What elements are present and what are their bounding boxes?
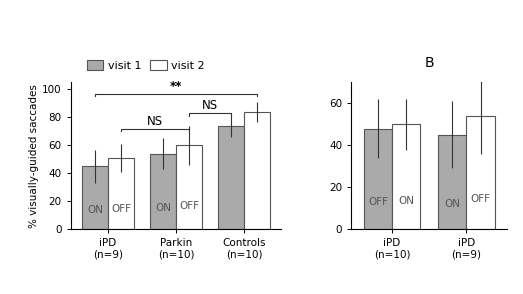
Bar	[467, 116, 495, 229]
Text: NS: NS	[147, 115, 163, 128]
Y-axis label: % visually-guided saccades: % visually-guided saccades	[29, 84, 39, 228]
Bar	[108, 158, 134, 229]
Text: B: B	[425, 56, 434, 70]
Bar	[176, 145, 202, 229]
Bar	[438, 135, 467, 229]
Text: ON: ON	[398, 196, 414, 206]
Bar	[392, 124, 420, 229]
Text: OFF: OFF	[471, 194, 491, 204]
Legend: visit 1, visit 2: visit 1, visit 2	[87, 60, 205, 71]
Text: OFF: OFF	[111, 204, 131, 214]
Text: NS: NS	[202, 99, 218, 112]
Text: ON: ON	[444, 198, 460, 208]
Bar	[364, 128, 392, 229]
Bar	[150, 154, 176, 229]
Text: OFF: OFF	[179, 201, 199, 211]
Text: OFF: OFF	[368, 197, 388, 207]
Text: ON: ON	[155, 203, 171, 213]
Text: ON: ON	[87, 206, 103, 216]
Bar	[218, 126, 244, 229]
Bar	[244, 112, 270, 229]
Text: **: **	[170, 80, 182, 93]
Bar	[82, 166, 108, 229]
